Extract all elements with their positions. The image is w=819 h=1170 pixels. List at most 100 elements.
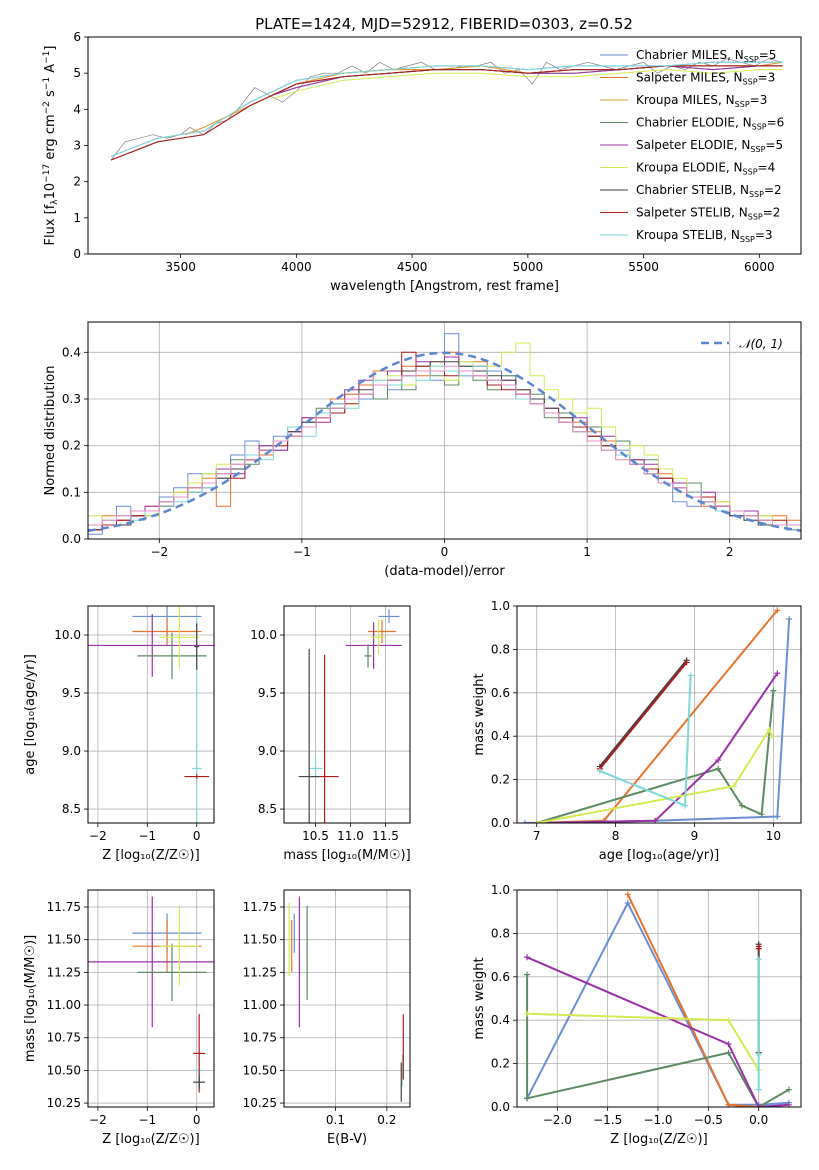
errorbar-point-2 [88,896,214,1028]
legend-label-6: Chabrier STELIB, NSSP=2 [636,183,782,199]
x-axis-label: mass [log₁₀(M/M☉)] [283,848,410,863]
x-axis-label: Z [log₁₀(Z/Z☉)] [610,1132,707,1147]
weight-marker-7 [755,1051,762,1058]
y-tick-label: 10.50 [243,1063,277,1077]
y-tick-label: 9.5 [62,686,81,700]
legend-label-8: Kroupa STELIB, NSSP=3 [636,228,773,244]
errorbar-point-4 [159,906,200,986]
y-axis-label: mass weight [472,957,487,1039]
y-tick-label: 11.25 [243,965,277,979]
x-tick-label: −1.0 [643,1113,672,1127]
x-tick-label: 9 [691,829,699,843]
chart-residuals: 𝒩(0, 1) −2 −1 0 1 2 0.0 0.1 0.2 0.3 0.4 (data-model… [43,321,802,579]
x-tick-label: −2.0 [543,1113,572,1127]
weight-marker-3 [715,757,722,764]
weight-marker-0 [786,616,793,623]
x-tick-label: 1 [583,545,591,559]
y-tick-label: 9.0 [258,744,277,758]
errorbar-point-3 [137,943,207,1002]
y-tick-label: 1.0 [491,883,510,897]
y-tick-label: 8.5 [258,802,277,816]
weight-marker-4 [524,1010,531,1017]
weight-marker-2 [524,1095,531,1102]
y-tick-label: 10.75 [47,1031,81,1045]
axes-frame [516,605,802,824]
x-tick-label: −2 [150,545,168,559]
legend-label-0: Chabrier MILES, NSSP=5 [636,48,776,64]
x-axis-label: E(B-V) [327,1132,367,1147]
plot-area [521,607,793,823]
axes-frame [87,605,215,824]
y-tick-label: 2 [73,175,81,189]
y-tick-label: 8.5 [62,802,81,816]
legend-label-3: Chabrier ELODIE, NSSP=6 [636,116,784,132]
plot-area [288,896,404,1102]
x-tick-label: 0 [193,1113,201,1127]
weight-marker-1 [774,607,781,614]
x-tick-label: 0 [441,545,449,559]
weight-line-6 [599,661,688,770]
errorbar-point-4 [371,619,386,655]
legend-label-1: Salpeter MILES, NSSP=3 [636,71,775,87]
weight-marker-7 [687,672,694,679]
y-tick-label: 0.2 [62,439,81,453]
y-tick-label: 11.50 [47,933,81,947]
x-tick-label: 2 [726,545,734,559]
x-axis-label: (data-model)/error [384,564,505,579]
model-spectrum-line-7 [110,65,783,161]
legend-label-7: Salpeter STELIB, NSSP=2 [636,206,780,222]
weight-marker-0 [521,820,528,823]
x-tick-label: −1 [138,829,156,843]
y-tick-label: 6 [73,30,81,44]
x-tick-label: 11.0 [337,829,364,843]
weight-marker-3 [774,670,781,677]
weight-marker-6 [683,659,690,666]
errorbar-point-1 [368,619,396,644]
x-tick-label: 5500 [628,260,659,274]
model-spectrum-line-5 [273,69,783,99]
x-tick-label: 3500 [165,260,196,274]
y-tick-label: 0.4 [491,729,510,743]
errorbar-point-1 [132,617,202,646]
x-tick-label: 0.2 [377,1113,396,1127]
y-tick-label: 0.8 [491,642,510,656]
errorbar-point-7 [298,648,320,823]
axes-frame [283,605,411,824]
y-tick-label: 0.2 [491,1057,510,1071]
x-tick-label: 8 [612,829,620,843]
x-axis-label: age [log₁₀(age/yr)] [599,848,720,863]
y-axis-label: mass [log₁₀(M/M☉)] [23,935,38,1062]
x-tick-label: 7 [533,829,541,843]
y-tick-label: 0.0 [62,532,81,546]
y-axis-label: Normed distribution [43,366,58,496]
y-tick-label: 0.0 [491,816,510,830]
weight-line-5 [599,659,688,768]
weight-line-3 [526,956,789,1107]
errorbar-point-0 [378,609,400,624]
model-spectrum-line-8 [110,61,783,157]
y-tick-label: 11.75 [243,900,277,914]
legend-label-4: Salpeter ELODIE, NSSP=5 [636,138,783,154]
y-tick-label: 10.0 [250,628,277,642]
legend-label-normal: 𝒩(0, 1) [739,337,783,351]
weight-marker-2 [758,811,765,818]
y-tick-label: 9.0 [62,744,81,758]
weight-marker-2 [770,687,777,694]
y-tick-label: 0.1 [62,485,81,499]
x-tick-label: −0.5 [694,1113,723,1127]
errorbar-point-7 [193,1075,206,1089]
x-tick-label: 10.5 [302,829,329,843]
y-tick-label: 4 [73,102,81,116]
weight-marker-2 [524,971,531,978]
y-tick-label: 10.50 [47,1063,81,1077]
y-tick-label: 10.75 [243,1031,277,1045]
x-tick-label: 4000 [281,260,312,274]
x-tick-label: −2 [89,1113,107,1127]
plot-area [88,896,214,1093]
x-tick-label: 5000 [513,260,544,274]
plot-area [298,609,402,823]
x-tick-label: −2 [89,829,107,843]
axes-frame [283,889,411,1108]
legend-label-2: Kroupa MILES, NSSP=3 [636,93,767,109]
errorbar-point-3 [137,632,207,680]
